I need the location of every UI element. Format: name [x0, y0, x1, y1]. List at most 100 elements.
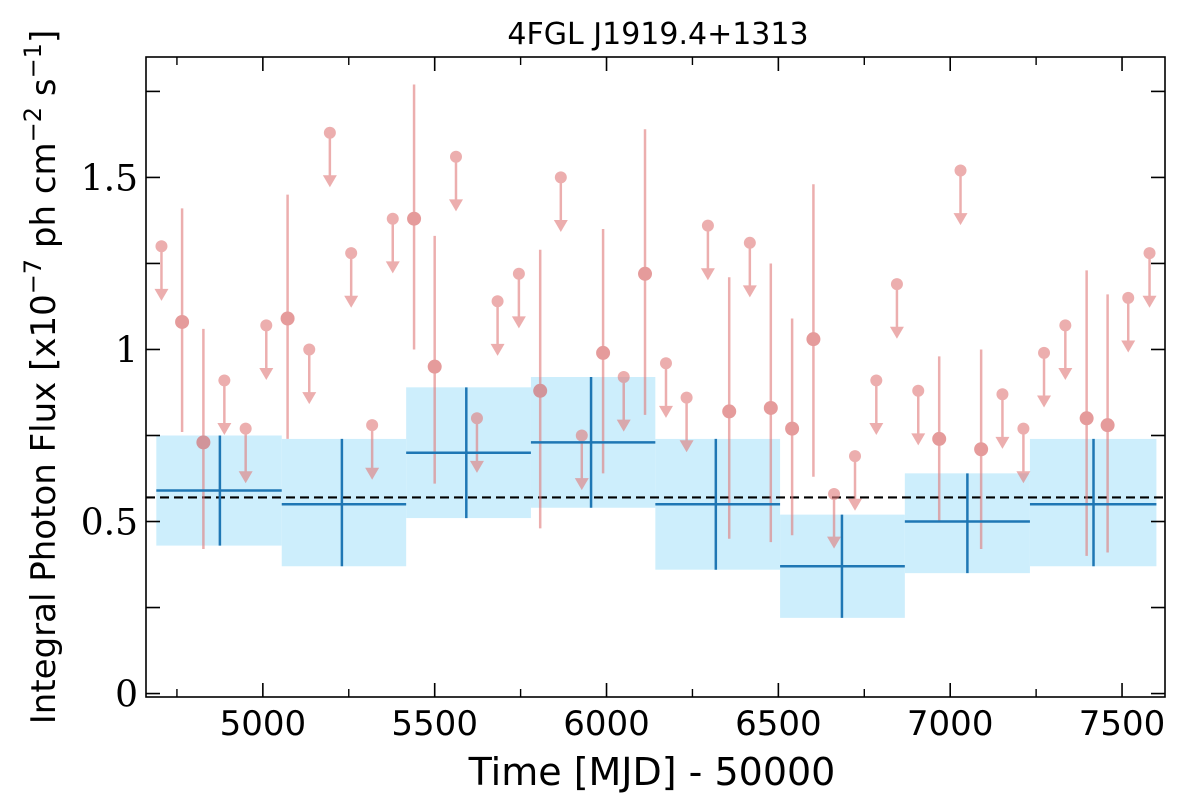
upper-limit-marker — [680, 391, 693, 404]
short-bin-point-40 — [974, 349, 989, 550]
upper-limit-marker — [1038, 346, 1051, 359]
short-bin-marker — [722, 404, 737, 419]
short-bin-point-29 — [742, 236, 757, 298]
upper-limit-marker — [659, 357, 672, 370]
binned-point-6 — [780, 514, 905, 618]
upper-limit-marker — [512, 267, 525, 280]
plot-frame — [145, 56, 1166, 698]
y-axis-label-exp1: −7 — [19, 259, 47, 294]
short-bin-marker — [596, 345, 611, 360]
short-bin-point-47 — [1121, 291, 1136, 353]
binned-point-3 — [406, 387, 531, 519]
short-bin-marker — [974, 442, 989, 457]
upper-limit-marker — [155, 240, 168, 253]
short-bin-marker — [407, 211, 422, 226]
upper-limit-marker — [366, 419, 379, 432]
short-bin-point-33 — [827, 487, 842, 549]
upper-limit-arrowhead — [553, 220, 568, 233]
y-axis-label: Integral Photon Flux [x10−7 ph cm−2 s−1] — [19, 30, 64, 724]
upper-limit-marker — [323, 126, 336, 139]
y-axis-label-part3: s — [24, 78, 64, 107]
short-bin-point-44 — [1058, 319, 1073, 380]
short-bin-marker — [806, 332, 821, 347]
upper-limit-marker — [1059, 319, 1072, 332]
short-bin-point-5 — [238, 422, 253, 484]
x-tick-label: 7000 — [907, 704, 994, 744]
x-axis-label: Time [MJD] - 50000 — [468, 750, 836, 794]
upper-limit-marker — [218, 374, 231, 387]
upper-limit-marker — [743, 236, 756, 249]
upper-limit-marker — [449, 150, 462, 163]
upper-limit-arrowhead — [700, 268, 715, 281]
short-bin-point-42 — [1016, 422, 1031, 484]
short-bin-marker — [1079, 411, 1094, 426]
binned-point-8 — [1029, 438, 1157, 567]
short-bin-point-34 — [848, 450, 863, 511]
upper-limit-marker — [345, 247, 358, 260]
upper-limit-marker — [491, 295, 504, 308]
binned-point-4 — [530, 377, 656, 508]
upper-limit-marker — [239, 422, 252, 435]
short-bin-point-4 — [217, 374, 232, 436]
short-bin-point-37 — [911, 384, 926, 446]
short-bin-point-17 — [490, 295, 505, 356]
upper-limit-arrowhead — [1037, 395, 1052, 408]
upper-limit-arrowhead — [869, 423, 884, 436]
upper-limit-marker — [849, 450, 862, 463]
upper-limit-arrowhead — [448, 199, 463, 212]
short-bin-point-10 — [344, 247, 359, 308]
upper-limit-arrowhead — [344, 295, 359, 308]
short-bin-point-2 — [175, 208, 190, 433]
short-bin-marker — [175, 314, 190, 329]
upper-limit-arrowhead — [490, 343, 505, 356]
short-bin-point-16 — [469, 412, 484, 473]
short-bin-point-6 — [259, 319, 274, 380]
upper-limit-marker — [1122, 291, 1135, 304]
upper-limit-marker — [303, 343, 316, 356]
upper-limit-marker — [470, 412, 483, 425]
short-bin-point-27 — [700, 219, 715, 281]
short-bin-marker — [763, 400, 778, 415]
upper-limit-arrowhead — [658, 405, 673, 418]
upper-limit-marker — [575, 429, 588, 442]
upper-limit-arrowhead — [322, 175, 337, 188]
binned-point-1 — [156, 435, 282, 546]
upper-limit-marker — [617, 371, 630, 383]
short-bin-point-8 — [302, 343, 317, 405]
short-bin-point-3 — [196, 328, 211, 550]
short-bin-point-24 — [638, 129, 653, 415]
short-bin-point-22 — [596, 229, 611, 474]
upper-limit-arrowhead — [1058, 368, 1073, 380]
upper-limit-marker — [870, 374, 883, 387]
short-bin-marker — [427, 359, 442, 374]
upper-limit-arrowhead — [848, 498, 863, 511]
upper-limit-arrowhead — [302, 392, 317, 405]
upper-limit-arrowhead — [365, 467, 380, 480]
short-bin-point-46 — [1100, 294, 1115, 553]
short-bin-point-19 — [533, 249, 548, 529]
upper-limit-arrowhead — [1121, 340, 1136, 353]
y-axis-label-exp3: −1 — [19, 43, 47, 78]
upper-limit-arrowhead — [679, 440, 694, 453]
y-tick-label: 1 — [115, 330, 138, 371]
upper-limit-marker — [701, 219, 714, 232]
short-bin-point-9 — [322, 126, 337, 188]
short-bin-point-25 — [658, 357, 673, 418]
short-bin-point-32 — [806, 184, 821, 477]
y-tick-label: 1.5 — [81, 158, 138, 199]
upper-limit-arrowhead — [259, 368, 274, 380]
binned-point-2 — [281, 438, 407, 567]
short-bin-point-11 — [365, 419, 380, 480]
short-bin-point-12 — [385, 212, 400, 274]
short-bin-marker — [533, 383, 548, 398]
upper-limit-arrowhead — [469, 460, 484, 473]
short-bin-point-20 — [553, 171, 568, 233]
short-bin-point-38 — [932, 356, 947, 522]
y-axis-label-part4: ] — [24, 30, 64, 43]
short-bin-point-14 — [427, 235, 442, 484]
short-bin-point-13 — [407, 84, 422, 350]
short-bin-marker — [1100, 418, 1115, 433]
y-tick-labels: 0 0.5 1 1.5 — [81, 158, 138, 715]
short-bin-marker — [280, 311, 295, 326]
